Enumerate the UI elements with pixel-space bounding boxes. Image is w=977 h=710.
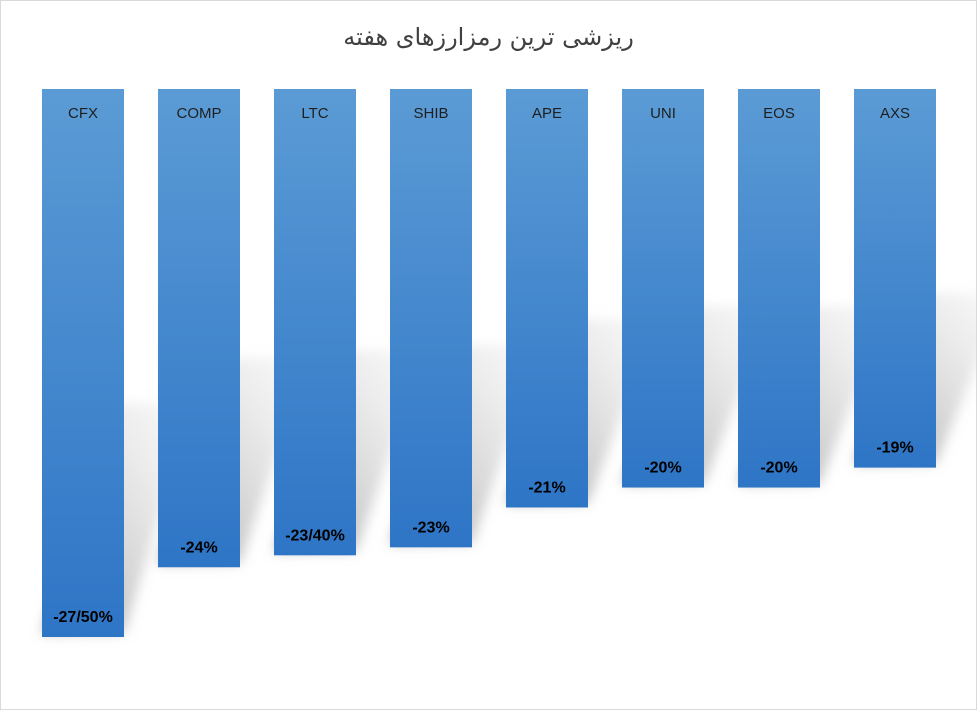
bar-axs	[854, 89, 936, 468]
category-label-ltc: LTC	[301, 105, 328, 122]
category-label-comp: COMP	[177, 105, 222, 122]
bar-uni	[622, 89, 704, 488]
bar-eos	[738, 89, 820, 488]
labels: CFX -27/50% COMP -24% LTC -23/40% SHIB -23% APE -…	[53, 105, 913, 626]
value-label-cfx: -27/50%	[53, 609, 113, 626]
category-label-eos: EOS	[763, 105, 795, 122]
value-label-axs: -19%	[876, 440, 913, 457]
value-label-comp: -24%	[180, 539, 217, 556]
value-label-ltc: -23/40%	[285, 527, 345, 544]
value-label-shib: -23%	[412, 519, 449, 536]
category-label-ape: APE	[532, 105, 562, 122]
bar-cfx	[42, 89, 124, 637]
bar-ape	[506, 89, 588, 508]
category-label-axs: AXS	[880, 105, 910, 122]
category-label-shib: SHIB	[413, 105, 448, 122]
bar-comp	[158, 89, 240, 568]
value-label-ape: -21%	[528, 479, 565, 496]
bar-ltc	[274, 89, 356, 556]
chart-title: ریزشی ترین رمزارزهای هفته	[343, 23, 634, 51]
category-label-cfx: CFX	[68, 105, 98, 122]
value-label-eos: -20%	[760, 460, 797, 477]
category-label-uni: UNI	[650, 105, 676, 122]
bar-shib	[390, 89, 472, 548]
value-label-uni: -20%	[644, 460, 681, 477]
bars	[42, 89, 936, 637]
